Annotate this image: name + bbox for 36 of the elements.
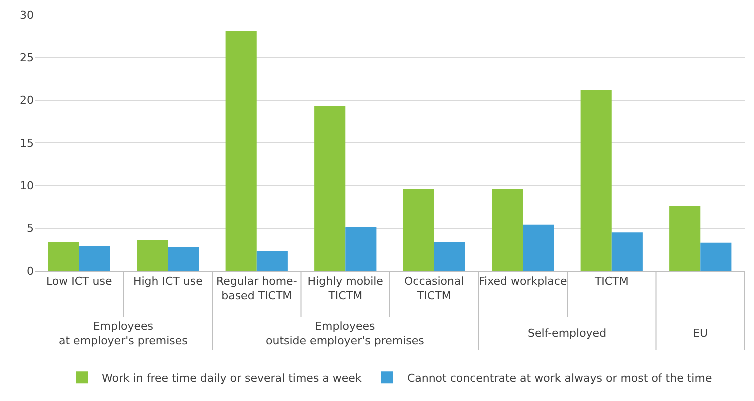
x-tick-label: Fixed workplace [479, 275, 568, 288]
bar [79, 246, 110, 271]
y-tick-label: 25 [20, 52, 34, 65]
y-tick-label: 30 [20, 8, 34, 22]
bar [612, 232, 643, 271]
y-tick-label: 10 [20, 180, 34, 193]
bar [168, 247, 200, 271]
bar [48, 242, 80, 271]
text: Employees at employer's premises [59, 320, 188, 348]
bar [137, 240, 168, 271]
bar [314, 106, 346, 271]
text: Self-employed [528, 327, 607, 340]
legend-label: Work in free time daily or several times a week [102, 372, 362, 385]
y-tick-label: 0 [27, 264, 34, 278]
y-tick-label: 5 [27, 222, 34, 236]
bar [346, 227, 377, 271]
bar [700, 242, 732, 271]
y-tick-label: 15 [20, 136, 34, 150]
bar [256, 251, 288, 271]
legend-label: Cannot concentrate at work always or most of the time [407, 372, 712, 385]
x-tick-label: High ICT use [133, 275, 204, 288]
bar [434, 242, 466, 271]
x-tick-label: Low ICT use [46, 275, 112, 288]
bar [580, 90, 612, 271]
x-tick-label: Occasional TICTM [404, 275, 464, 302]
bar [670, 206, 701, 271]
x-tick-label: Regular home- based TICTM [216, 275, 298, 302]
bar [492, 189, 524, 271]
x-tick-label: Highly mobile TICTM [308, 275, 384, 302]
bar [403, 189, 434, 271]
y-tick-label: 20 [20, 94, 34, 108]
bar [226, 31, 257, 271]
bar [523, 224, 554, 271]
x-tick-label: TICTM [594, 275, 629, 288]
text: Employees outside employer's premises [266, 320, 425, 348]
text: EU [693, 327, 708, 340]
